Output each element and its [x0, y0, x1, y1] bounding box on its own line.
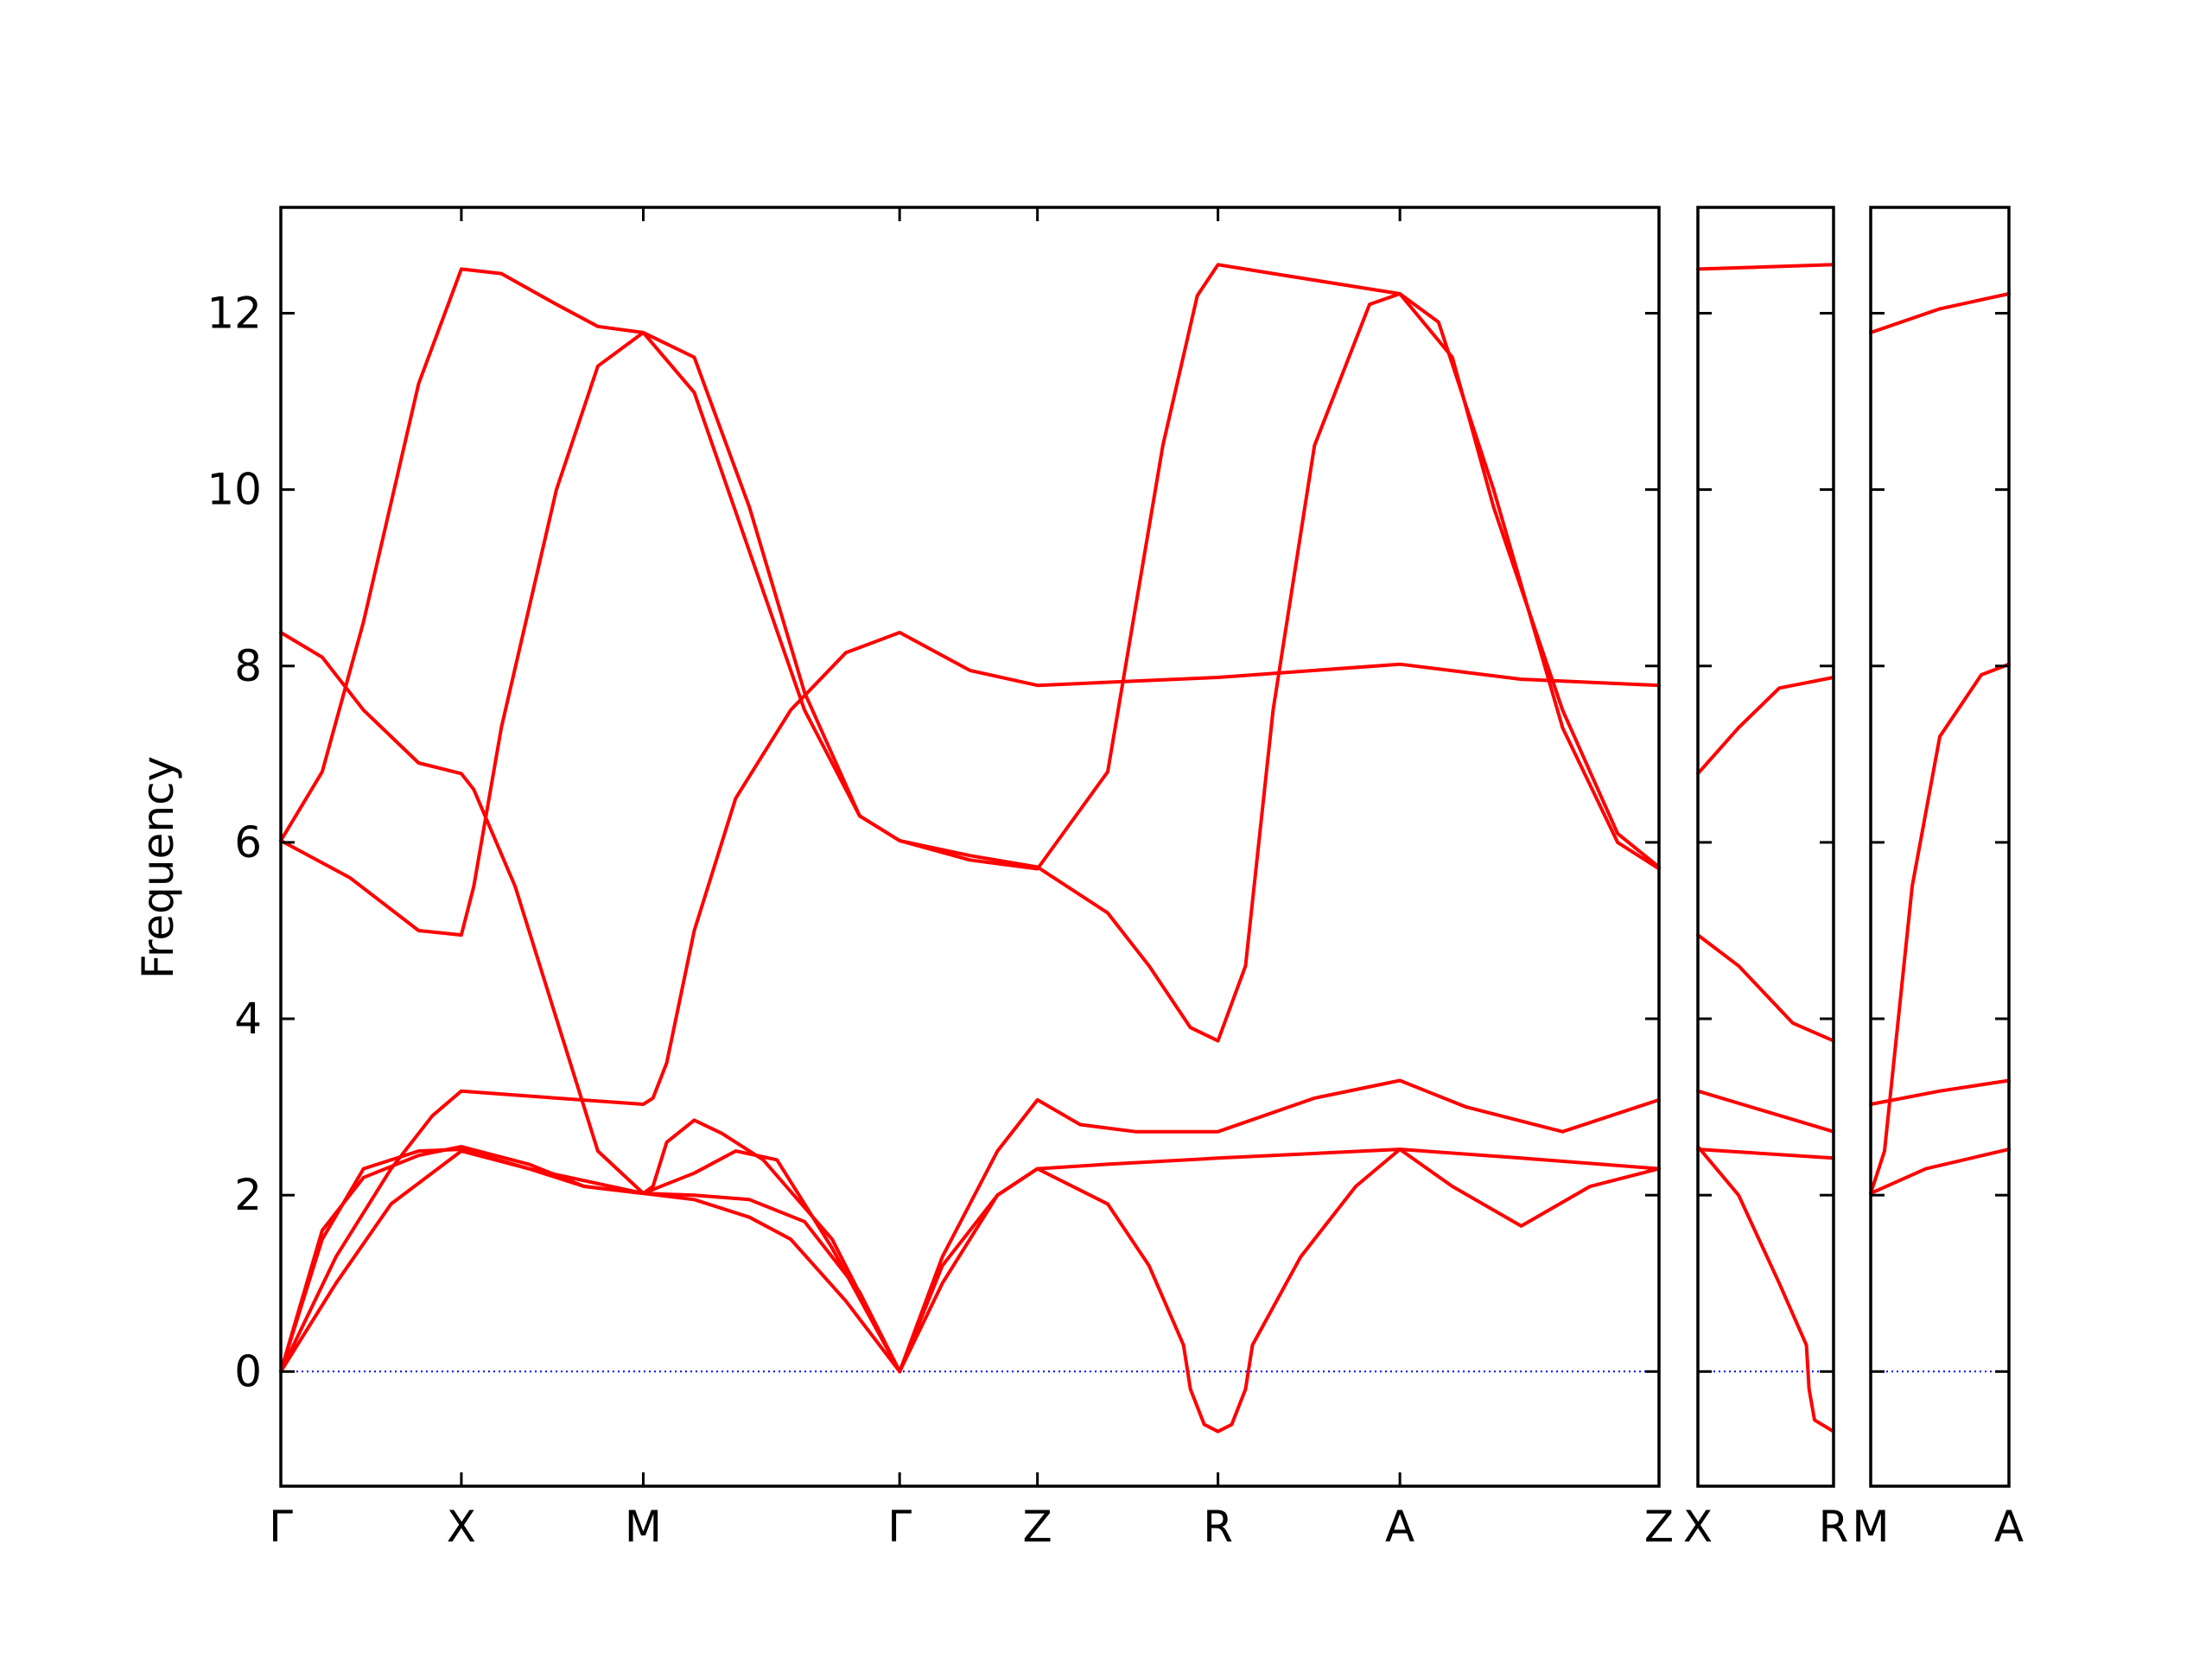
main-band-7	[279, 292, 1661, 1043]
xr-band-2	[1696, 676, 1835, 776]
ma-band-2	[1869, 662, 2011, 1196]
ytick-label-4: 6	[234, 817, 262, 868]
ytick-label-1: 0	[234, 1346, 262, 1396]
ytick-label-6: 10	[207, 465, 262, 515]
xr-xtick-label-1: X	[1683, 1502, 1713, 1552]
bands-layer	[279, 263, 2011, 1433]
xr-band-1	[1696, 263, 1835, 271]
ma-xtick-label-2: A	[1994, 1502, 2024, 1552]
xr-xtick-label-2: R	[1819, 1502, 1849, 1552]
ma-axes-frame	[1869, 206, 2011, 1488]
main-band-4	[279, 1118, 902, 1374]
main-band-10	[898, 1147, 1661, 1433]
xr-band-4	[1696, 1089, 1835, 1134]
xr-band-6	[1696, 1145, 1835, 1433]
main-xtick-label-8: Z	[1644, 1502, 1674, 1552]
ytick-label-2: 2	[234, 1170, 262, 1220]
main-xtick-label-7: A	[1385, 1502, 1414, 1552]
ytick-label-5: 8	[234, 641, 262, 691]
main-band-9	[898, 1147, 1661, 1374]
xr-axes-frame	[1696, 206, 1835, 1488]
main-xtick-label-3: M	[625, 1502, 662, 1552]
xr-band-5	[1696, 1147, 1835, 1160]
main-band-2	[279, 1149, 902, 1374]
ma-band-4	[1869, 1147, 2011, 1196]
main-band-8	[898, 1078, 1661, 1374]
y-axis-label: Frequency	[133, 756, 183, 979]
ytick-label-3: 4	[234, 994, 262, 1044]
ma-xtick-label-1: M	[1852, 1502, 1889, 1552]
main-xtick-label-4: Γ	[887, 1502, 912, 1552]
main-xtick-label-1: Γ	[269, 1502, 293, 1552]
xr-band-3	[1696, 933, 1835, 1043]
ytick-label-7: 12	[207, 288, 262, 338]
main-band-6	[279, 631, 902, 1374]
main-xtick-label-5: Z	[1023, 1502, 1052, 1552]
axes-layer	[279, 206, 2011, 1488]
main-axes-frame	[279, 206, 1661, 1488]
main-xtick-label-6: R	[1203, 1502, 1233, 1552]
main-band-3	[279, 631, 1661, 1374]
ma-band-1	[1869, 292, 2011, 334]
main-xtick-label-2: X	[447, 1502, 476, 1552]
ma-band-3	[1869, 1078, 2011, 1106]
